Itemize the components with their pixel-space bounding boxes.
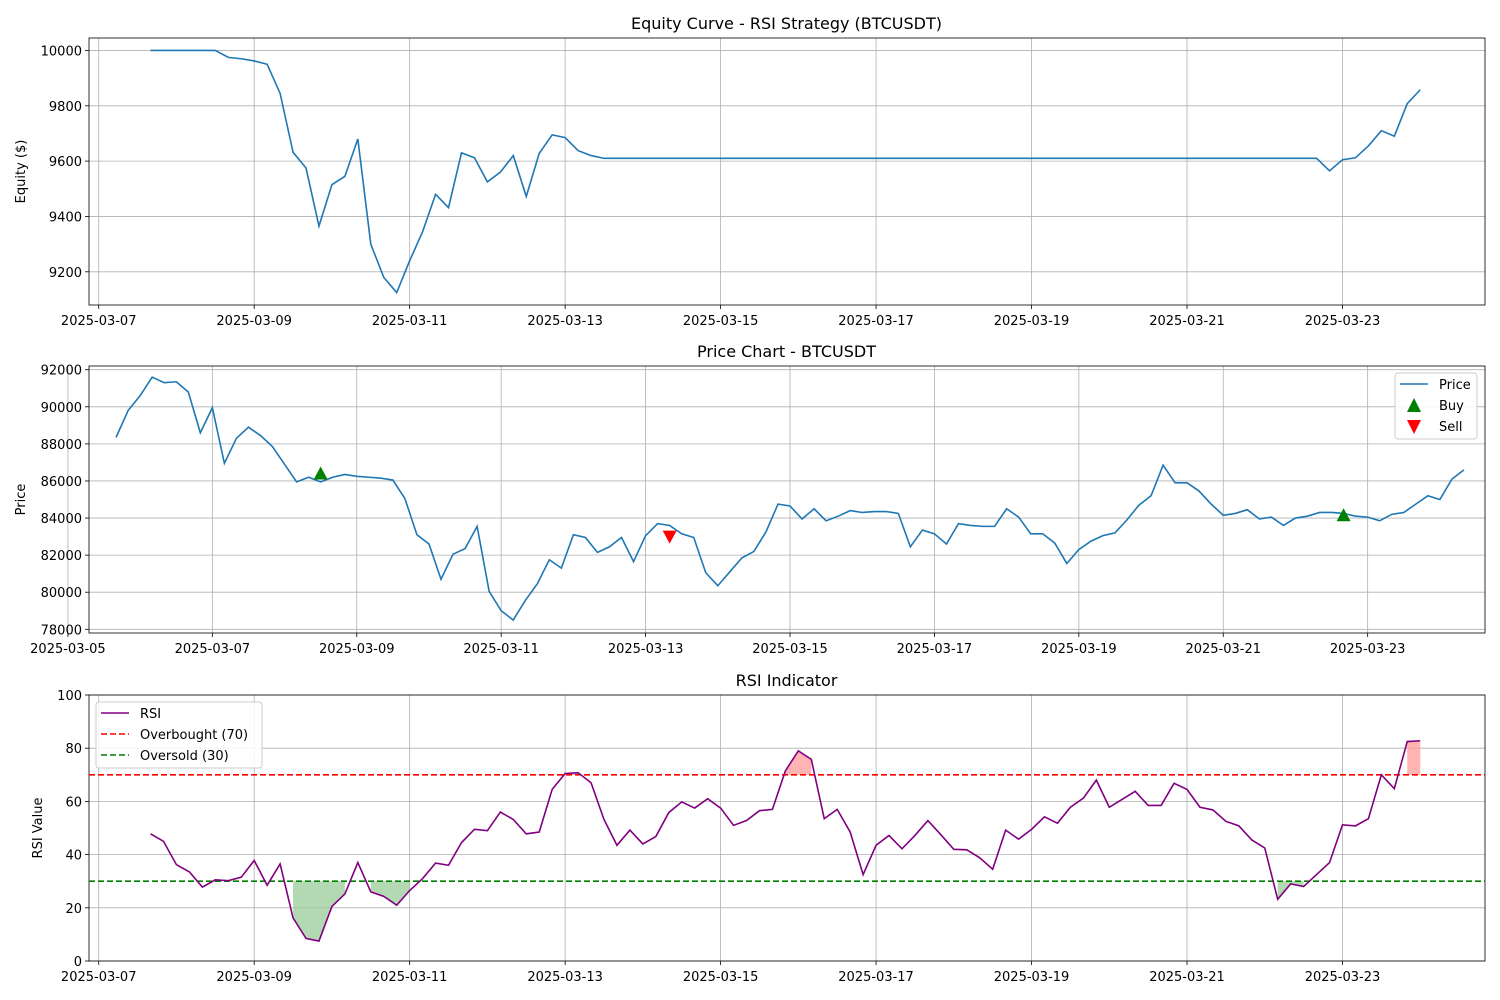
rsi-ytick-label: 40 [65,849,82,864]
price-line [115,376,1465,622]
price-xtick-label: 2025-03-05 [30,642,106,657]
equity-title: Equity Curve - RSI Strategy (BTCUSDT) [631,14,942,33]
rsi-panel: RSI Indicator RSI Value 2025-03-07 2025-0… [31,671,1486,985]
legend-buy-swatch [1407,398,1421,412]
price-xtick-label: 2025-03-21 [1185,642,1261,657]
price-ytick-label: 86000 [41,475,82,490]
oversold-fill [293,881,345,942]
price-title: Price Chart - BTCUSDT [697,342,876,361]
equity-xtick-label: 2025-03-19 [994,314,1070,329]
rsi-xtick-label: 2025-03-07 [61,970,137,985]
price-ytick-label: 88000 [41,438,82,453]
equity-ytick-label: 9200 [49,266,82,281]
price-xtick-label: 2025-03-11 [463,642,539,657]
rsi-line [150,739,1421,942]
price-ytick-label: 92000 [41,364,82,379]
rsi-xtick-label: 2025-03-23 [1305,970,1381,985]
equity-xtick-label: 2025-03-23 [1305,314,1381,329]
equity-ytick-label: 9800 [49,100,82,115]
price-ytick-label: 80000 [41,586,82,601]
equity-xtick-label: 2025-03-15 [683,314,759,329]
price-xtick-label: 2025-03-13 [608,642,684,657]
price-ytick-label: 82000 [41,549,82,564]
rsi-frame [88,694,1486,962]
price-xtick-label: 2025-03-15 [752,642,828,657]
rsi-xtick-label: 2025-03-21 [1149,970,1225,985]
legend-oversold-label: Oversold (30) [140,749,229,764]
price-xtick-label: 2025-03-07 [175,642,251,657]
equity-line [150,49,1421,295]
rsi-xtick-label: 2025-03-15 [683,970,759,985]
price-xtick-label: 2025-03-09 [319,642,395,657]
price-ytick-label: 78000 [41,623,82,638]
price-ylabel: Price [14,484,29,516]
oversold-fill [1277,881,1304,900]
buy-marker [313,466,328,480]
buy-marker [1336,508,1351,522]
rsi-xtick-label: 2025-03-11 [372,970,448,985]
equity-ytick-label: 9400 [49,210,82,225]
equity-ytick-label: 9600 [49,155,82,170]
rsi-ytick-label: 0 [74,955,82,970]
equity-xtick-label: 2025-03-09 [216,314,292,329]
equity-xtick-label: 2025-03-07 [61,314,137,329]
rsi-ytick-label: 100 [57,689,82,704]
legend-rsi-label: RSI [140,707,161,722]
rsi-xtick-label: 2025-03-13 [527,970,603,985]
legend-sell-label: Sell [1439,420,1462,435]
equity-frame [88,37,1486,306]
price-ytick-label: 84000 [41,512,82,527]
rsi-xtick-label: 2025-03-19 [994,970,1070,985]
legend-sell-swatch [1407,420,1421,434]
rsi-ytick-label: 80 [65,742,82,757]
equity-xtick-label: 2025-03-11 [372,314,448,329]
overbought-fill [1407,740,1421,775]
legend-buy-label: Buy [1439,399,1464,414]
legend-overbought-label: Overbought (70) [140,728,248,743]
equity-xtick-label: 2025-03-21 [1149,314,1225,329]
equity-xtick-label: 2025-03-17 [838,314,914,329]
rsi-title: RSI Indicator [736,671,838,690]
rsi-ytick-label: 60 [65,795,82,810]
price-ytick-label: 90000 [41,401,82,416]
price-panel: Price Chart - BTCUSDT Price 2025-03-05 20… [14,342,1486,657]
rsi-ylabel: RSI Value [31,798,46,859]
rsi-legend [95,701,263,769]
equity-ytick-label: 10000 [41,44,82,59]
price-frame [88,365,1486,634]
legend-price-label: Price [1439,378,1471,393]
price-xtick-label: 2025-03-17 [897,642,973,657]
rsi-xtick-label: 2025-03-17 [838,970,914,985]
rsi-xtick-label: 2025-03-09 [216,970,292,985]
equity-ylabel: Equity ($) [14,140,29,204]
overbought-fill [785,750,812,775]
rsi-ytick-label: 20 [65,902,82,917]
sell-marker [662,530,677,544]
equity-xtick-label: 2025-03-13 [527,314,603,329]
price-xtick-label: 2025-03-23 [1330,642,1406,657]
oversold-fill [370,881,410,906]
equity-panel: Equity Curve - RSI Strategy (BTCUSDT) Eq… [14,14,1486,329]
price-xtick-label: 2025-03-19 [1041,642,1117,657]
